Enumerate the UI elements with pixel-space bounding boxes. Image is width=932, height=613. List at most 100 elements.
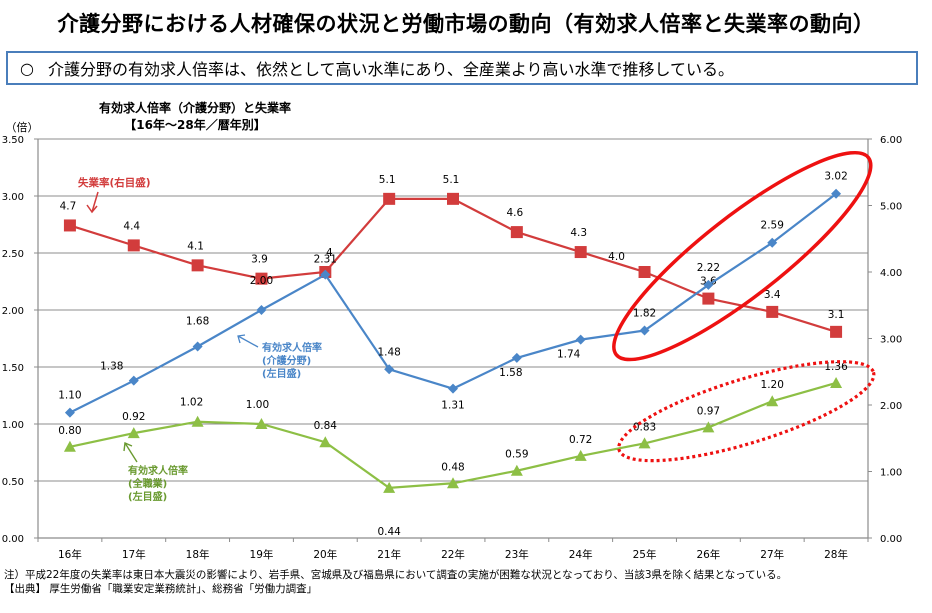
x-tick-label: 25年 [633,548,657,561]
data-point-square [766,305,779,318]
data-point-triangle [638,437,651,449]
data-label: 0.72 [569,434,592,446]
data-point-triangle [383,481,396,493]
data-label: 1.36 [824,361,848,373]
annotation-care-ratio: (介護分野) [262,354,311,367]
y-tick-label: 2.50 [2,249,24,260]
annotation-care-ratio: (左目盛) [262,367,301,380]
annotation-all-ratio: (左目盛) [128,490,167,503]
annotation-arrowhead [237,334,246,344]
x-tick-label: 21年 [377,548,401,561]
x-tick-label: 26年 [696,548,720,561]
data-point-square [447,192,459,205]
x-tick-label: 22年 [441,548,465,561]
data-point-triangle [830,376,843,388]
y-tick-label: 0.00 [2,534,24,545]
data-label: 1.48 [377,346,400,358]
y-tick-label: 0.50 [2,477,24,488]
x-tick-label: 24年 [569,548,593,561]
annotation-care-ratio: 有効求人倍率 [262,341,322,354]
y2-tick-label: 0.00 [880,534,902,545]
y2-tick-label: 6.00 [880,135,902,146]
y2-tick-label: 3.00 [880,335,902,346]
data-point-diamond [384,364,395,375]
summary-text: 介護分野の有効求人倍率は、依然として高い水準にあり、全産業より高い水準で推移して… [47,60,735,79]
data-point-diamond [767,237,778,248]
data-label: 2.31 [314,254,337,266]
chart-title: 有効求人倍率（介護分野）と失業率 [98,101,291,115]
data-point-square [830,325,843,338]
x-tick-label: 20年 [313,548,337,561]
y2-tick-label: 2.00 [880,401,902,412]
data-label: 4.0 [608,251,625,263]
x-tick-label: 19年 [250,548,274,561]
x-tick-label: 17年 [122,548,146,561]
data-point-diamond [64,407,75,418]
data-label: 5.1 [443,174,460,186]
highlight-ellipse-dotted [617,360,876,463]
x-tick-label: 28年 [824,548,848,561]
series-line [69,197,837,333]
annotation-all-ratio: (全職業) [128,477,167,490]
data-label: 1.58 [499,367,522,379]
y-tick-label: 3.50 [2,135,24,146]
annotation-arrow [237,335,259,348]
data-label: 4 [326,247,333,259]
data-point-triangle [127,427,140,439]
data-point-diamond [575,334,586,345]
y-axis-unit-label: （倍） [6,120,39,134]
data-point-square [702,292,715,305]
data-label: 4.6 [506,207,523,219]
y2-tick-label: 4.00 [880,268,902,279]
data-label: 4.1 [187,240,204,252]
page-title: 介護分野における人材確保の状況と労働市場の動向（有効求人倍率と失業率の動向） [57,12,875,36]
data-point-diamond [256,305,267,315]
data-label: 0.48 [441,461,464,473]
annotation-arrowhead [123,441,133,452]
data-point-square [63,219,76,232]
data-label: 1.68 [186,315,209,327]
data-point-diamond [448,383,458,394]
data-point-square [510,226,523,239]
annotation-all-ratio: 有効求人倍率 [128,464,188,477]
data-point-triangle [574,449,587,461]
data-label: 3.9 [251,254,268,266]
data-label: 1.82 [633,308,656,320]
data-label: 2.22 [697,262,720,274]
data-label: 1.31 [441,400,464,412]
chart-subtitle: 【16年～28年／暦年別】 [124,118,266,132]
data-label: 0.84 [314,420,338,432]
y-tick-label: 2.00 [2,306,24,317]
data-label: 4.3 [570,227,587,239]
data-label: 4.7 [60,200,77,212]
data-point-diamond [703,279,714,290]
data-point-diamond [831,188,842,199]
y-tick-label: 1.00 [2,420,24,431]
summary-bullet: ○ [20,58,34,78]
highlight-ellipse-solid [612,150,873,362]
y-tick-label: 1.50 [2,363,24,374]
source-note: 【出典】 厚生労働省「職業安定業務統計」、総務省「労働力調査」 [4,583,318,595]
data-point-triangle [766,395,779,407]
y2-tick-label: 1.00 [880,468,902,479]
data-label: 1.38 [100,361,123,373]
data-point-square [127,239,140,252]
data-point-square [191,259,204,272]
data-point-triangle [447,477,459,489]
series-line [69,192,837,414]
data-point-triangle [319,436,332,448]
data-label: 3.1 [828,309,845,321]
footnote: 注）平成22年度の失業率は東日本大震災の影響により、岩手県、宮城県及び福島県にお… [4,569,788,581]
data-label: 0.59 [505,449,528,461]
data-point-triangle [510,464,523,476]
data-label: 2.59 [761,220,784,232]
data-point-triangle [191,415,204,427]
data-point-diamond [639,325,650,336]
summary-box: ○ 介護分野の有効求人倍率は、依然として高い水準にあり、全産業より高い水準で推移… [6,51,918,85]
data-point-diamond [192,341,203,352]
data-label: 5.1 [379,174,396,186]
data-point-square [638,266,651,278]
annotation-arrow [124,442,138,463]
data-label: 1.10 [58,390,81,402]
